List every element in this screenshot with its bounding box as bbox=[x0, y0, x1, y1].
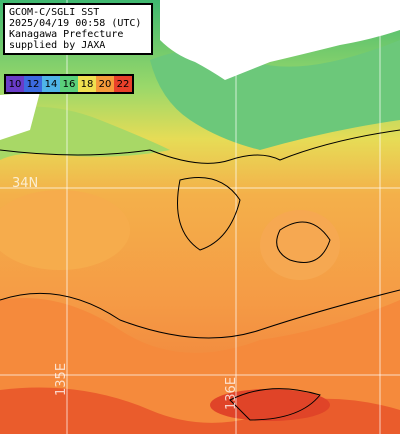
legend-item: 16 bbox=[60, 76, 78, 92]
longitude-label: 135E bbox=[54, 362, 69, 396]
color-legend: 10 12 14 16 18 20 22 bbox=[4, 74, 134, 94]
legend-item: 10 bbox=[6, 76, 24, 92]
info-box: GCOM-C/SGLI SST 2025/04/19 00:58 (UTC) K… bbox=[3, 3, 153, 55]
isotherms bbox=[0, 129, 400, 421]
legend-item: 18 bbox=[78, 76, 96, 92]
legend-item: 20 bbox=[96, 76, 114, 92]
legend-item: 14 bbox=[42, 76, 60, 92]
longitude-label: 136E bbox=[224, 376, 239, 410]
title-line-4: supplied by JAXA bbox=[9, 40, 106, 51]
title-line-3: Kanagawa Prefecture bbox=[9, 29, 124, 40]
latitude-label: 34N bbox=[12, 176, 39, 191]
hot-patch bbox=[210, 389, 330, 421]
cool-tongue bbox=[0, 190, 130, 270]
title-line-2: 2025/04/19 00:58 (UTC) bbox=[9, 18, 142, 29]
eddy bbox=[260, 210, 340, 280]
land-west bbox=[0, 92, 40, 140]
legend-item: 22 bbox=[114, 76, 132, 92]
coastal-water-west bbox=[0, 106, 170, 160]
legend-item: 12 bbox=[24, 76, 42, 92]
title-line-1: GCOM-C/SGLI SST bbox=[9, 7, 100, 18]
land bbox=[160, 0, 400, 80]
hot-zone bbox=[0, 387, 400, 434]
